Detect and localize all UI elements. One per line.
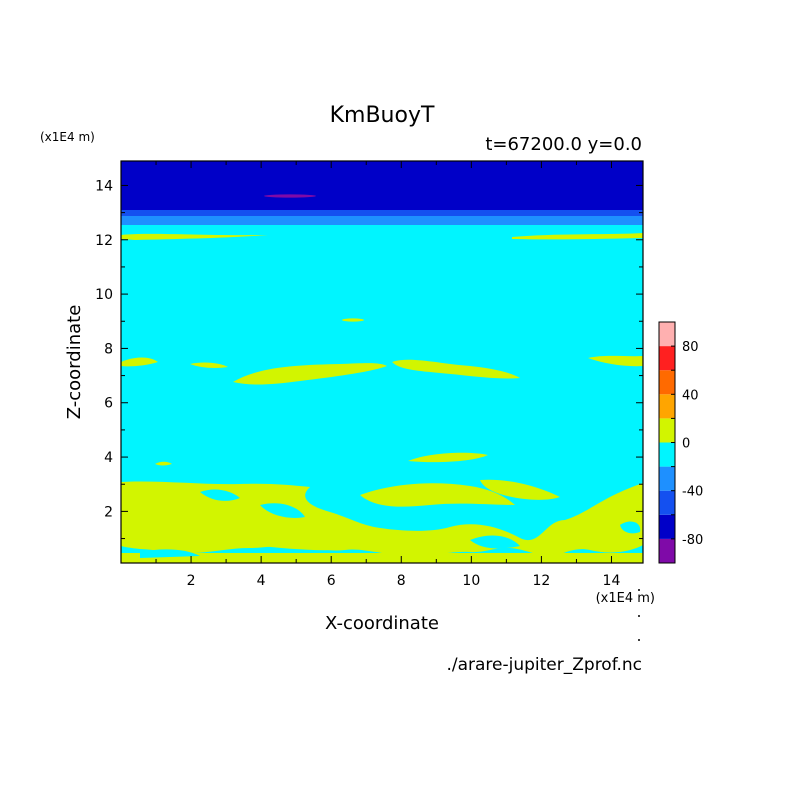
x-tick-label: 14 — [603, 573, 621, 589]
y-unit-label: (x1E4 m) — [40, 130, 95, 144]
upper-band-region — [121, 210, 643, 217]
positive-patches — [121, 233, 643, 563]
y-tick-label: 8 — [104, 341, 113, 357]
source-filename: ./arare-jupiter_Zprof.nc — [446, 655, 642, 675]
y-tick-label: 12 — [95, 233, 113, 249]
colorbar-swatch — [659, 442, 675, 467]
colorbar-swatch — [659, 514, 675, 539]
colorbar-swatch — [659, 466, 675, 491]
x-axis-label: X-coordinate — [325, 613, 439, 634]
colorbar-tick-label: -40 — [682, 485, 703, 500]
y-tick-label: 10 — [95, 287, 113, 303]
colorbar-swatch — [659, 370, 675, 395]
colorbar: -80 -40 0 40 80 — [658, 321, 703, 564]
colorbar-tick-label: 0 — [682, 437, 690, 452]
colorbar-swatch — [659, 394, 675, 419]
x-tick-label: 10 — [462, 573, 480, 589]
chart-subtitle: t=67200.0 y=0.0 — [485, 134, 642, 155]
colorbar-tick-label: 80 — [682, 340, 699, 355]
y-tick-label: 14 — [95, 178, 113, 194]
marker-dot — [638, 589, 640, 591]
colorbar-swatch — [659, 346, 675, 371]
colorbar-tick-label: -80 — [682, 533, 703, 548]
y-tick-label: 4 — [104, 450, 113, 466]
y-axis-label: Z-coordinate — [64, 305, 85, 420]
colorbar-swatch — [659, 322, 675, 347]
y-axis: 2 4 6 8 10 12 14 — [95, 178, 643, 540]
negative-pockets — [140, 489, 641, 558]
colorbar-swatch — [659, 418, 675, 443]
plot-frame — [120, 160, 644, 564]
x-unit-label: (x1E4 m) — [596, 591, 655, 606]
colorbar-swatch — [659, 490, 675, 515]
x-tick-label: 12 — [532, 573, 550, 589]
colorbar-tick-label: 40 — [682, 388, 699, 403]
marker-dot — [638, 615, 640, 617]
chart-title: KmBuoyT — [330, 103, 435, 128]
x-axis: 2 4 6 8 10 12 14 — [155, 161, 621, 589]
colorbar-swatch — [659, 538, 675, 563]
x-tick-label: 8 — [397, 573, 406, 589]
minimum-patch — [264, 194, 316, 198]
y-tick-label: 2 — [104, 504, 113, 520]
y-tick-label: 6 — [104, 396, 113, 412]
x-tick-label: 2 — [187, 573, 196, 589]
x-tick-label: 4 — [257, 573, 266, 589]
x-tick-label: 6 — [327, 573, 336, 589]
transition-region — [121, 216, 643, 225]
top-layer-region — [121, 161, 643, 211]
field-plot — [121, 161, 643, 563]
marker-dot — [638, 639, 640, 641]
